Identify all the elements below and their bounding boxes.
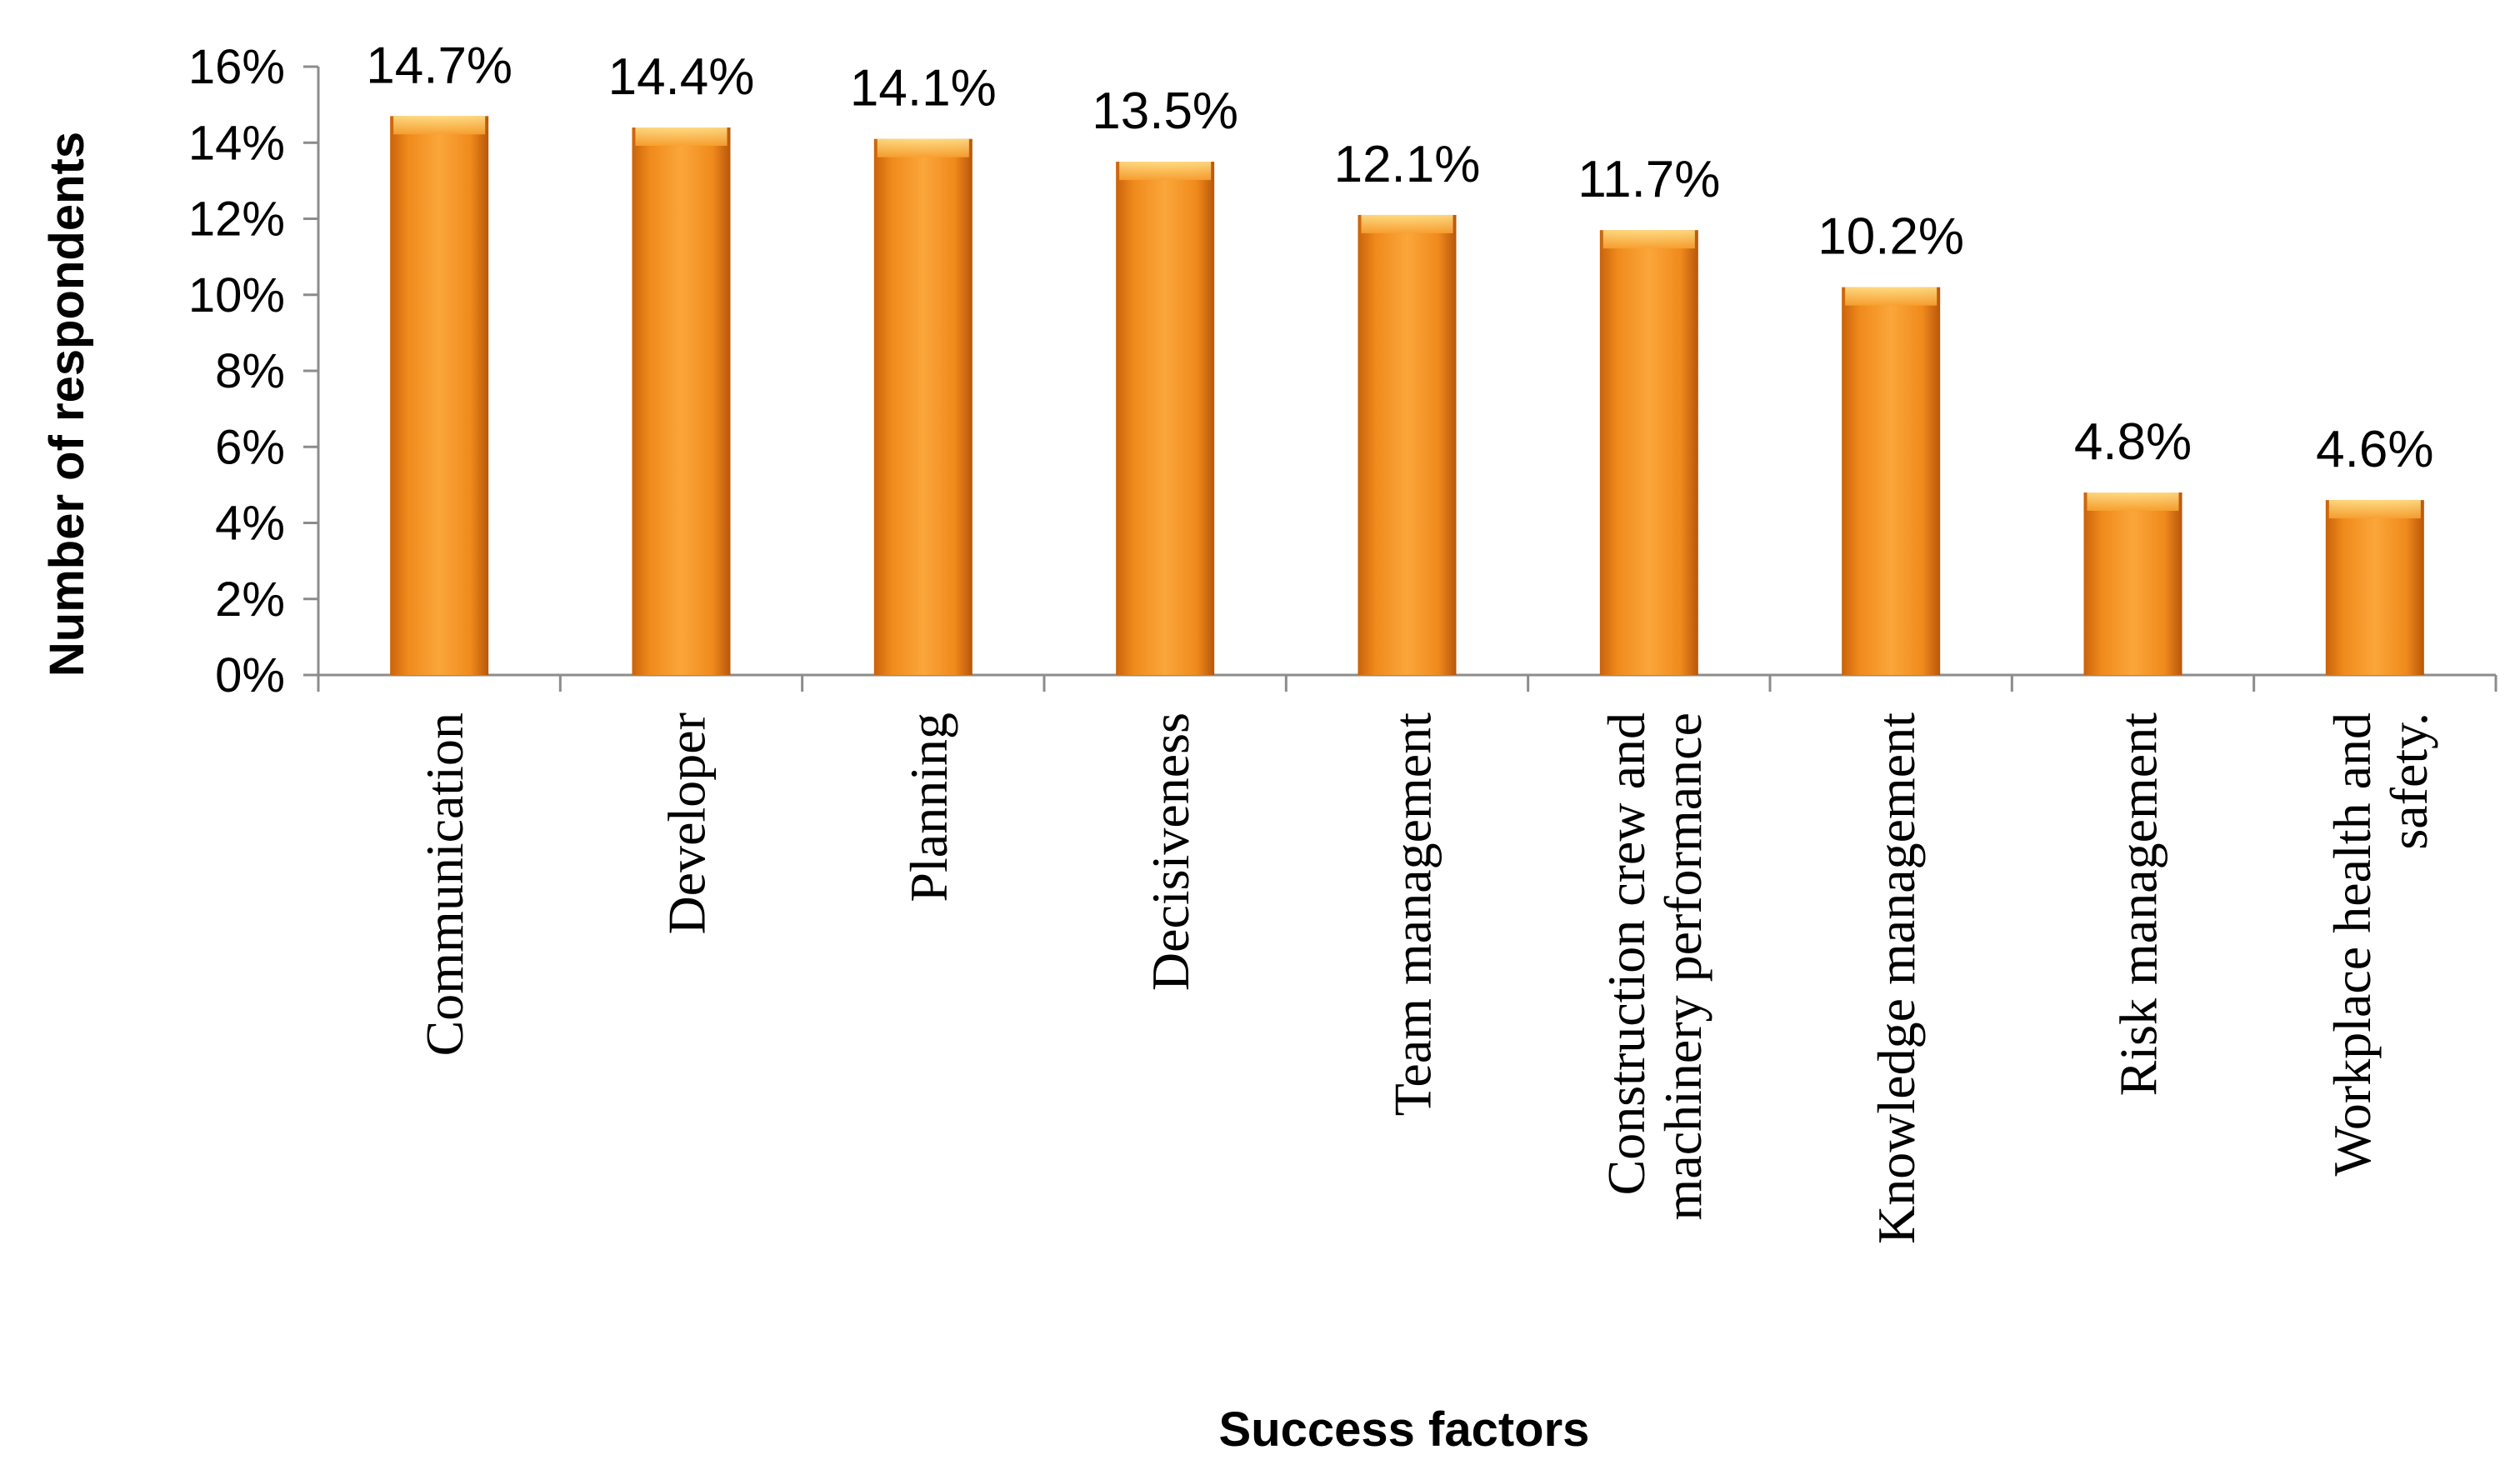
y-tick-label: 4% — [215, 497, 285, 551]
bar — [1358, 214, 1457, 675]
x-category-label: Workplace health and — [2322, 712, 2382, 1176]
x-category-label: Decisiveness — [1141, 712, 1200, 991]
y-tick-label: 12% — [188, 192, 285, 247]
x-category-label: Risk management — [2109, 712, 2168, 1097]
bar-highlight — [1119, 162, 1212, 181]
y-tick-label: 16% — [188, 40, 285, 94]
y-tick-label: 0% — [215, 648, 285, 702]
x-category-label: safety. — [2379, 712, 2438, 850]
data-label: 13.5% — [1092, 82, 1238, 140]
bar-highlight — [1361, 214, 1453, 233]
bar-highlight — [635, 128, 728, 146]
x-category-label: Knowledge management — [1867, 712, 1926, 1244]
data-label: 11.7% — [1578, 151, 1720, 208]
data-label: 14.4% — [608, 48, 755, 106]
bar — [1842, 287, 1941, 675]
bar — [1116, 162, 1215, 675]
bar — [873, 138, 972, 675]
x-axis-title: Success factors — [1219, 1402, 1590, 1457]
bars — [390, 116, 2424, 675]
y-tick-label: 2% — [215, 572, 285, 627]
y-axis-title: Number of respondents — [40, 132, 94, 677]
x-category-label: Planning — [899, 712, 958, 902]
bar — [2325, 500, 2424, 675]
y-tick-label: 6% — [215, 420, 285, 474]
x-category-label: Team management — [1383, 712, 1442, 1116]
bar-highlight — [1845, 287, 1938, 306]
data-label: 10.2% — [1818, 208, 1964, 266]
data-label: 4.8% — [2074, 413, 2192, 471]
bar-highlight — [1602, 230, 1695, 249]
x-category-label: Construction crew and — [1597, 712, 1656, 1195]
x-category-label: Developer — [658, 712, 717, 935]
bar — [2083, 492, 2182, 675]
y-tick-label: 8% — [215, 344, 285, 398]
data-label: 14.1% — [850, 60, 997, 118]
y-tick-label: 14% — [188, 116, 285, 170]
bar — [390, 116, 489, 675]
bar — [632, 128, 731, 675]
data-label: 12.1% — [1334, 136, 1481, 193]
x-category-label: Communication — [415, 712, 474, 1056]
bar-highlight — [393, 116, 486, 135]
data-label: 14.7% — [366, 37, 512, 94]
bar — [1599, 230, 1698, 675]
y-tick-label: 10% — [188, 268, 285, 322]
bar-highlight — [2087, 492, 2179, 511]
bar-highlight — [877, 138, 969, 158]
labels: 0% 2% 4% 6% 8% 10% 12% 14% 16% 14.7% Communication… — [188, 37, 2438, 1244]
data-label: 4.6% — [2316, 421, 2433, 478]
bar-highlight — [2328, 500, 2421, 519]
x-category-label: machinery performance — [1653, 712, 1712, 1220]
